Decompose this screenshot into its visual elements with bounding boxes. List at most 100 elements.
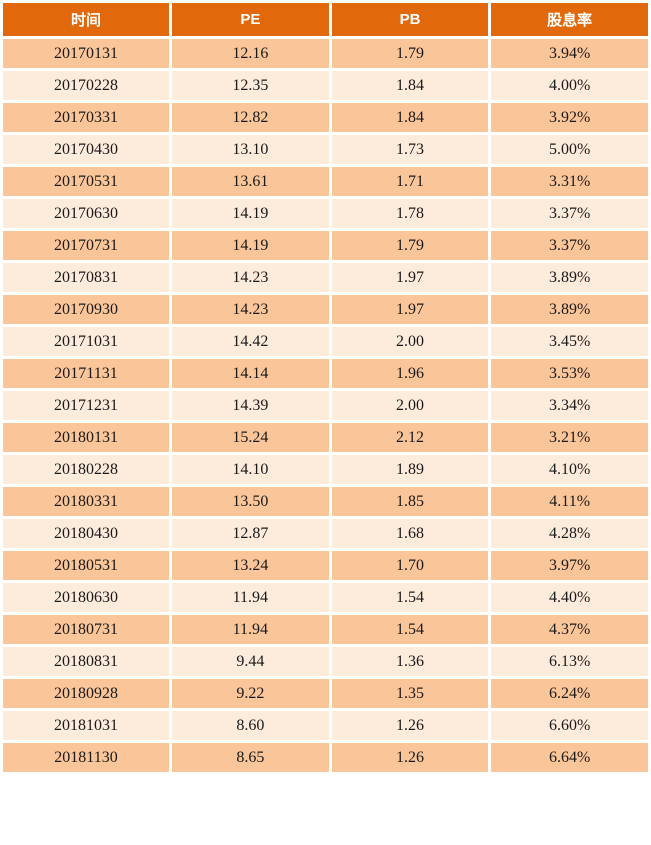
cell-time: 20181130 xyxy=(3,743,169,772)
cell-pe: 14.14 xyxy=(172,359,329,388)
cell-dividend-yield: 3.45% xyxy=(491,327,648,356)
cell-pb: 1.35 xyxy=(331,679,489,708)
table-row: 20170531 13.61 1.71 3.31% xyxy=(3,167,648,196)
table-row: 20180731 11.94 1.54 4.37% xyxy=(3,615,648,644)
table-row: 20180928 9.22 1.35 6.24% xyxy=(3,679,648,708)
cell-time: 20180131 xyxy=(3,423,169,452)
cell-time: 20180731 xyxy=(3,615,169,644)
cell-pe: 8.65 xyxy=(172,743,329,772)
cell-dividend-yield: 6.13% xyxy=(491,647,648,676)
cell-dividend-yield: 3.31% xyxy=(491,167,648,196)
valuation-table: 时间 PE PB 股息率 20170131 12.16 1.79 3.94% 20170… xyxy=(3,3,648,772)
cell-pe: 12.35 xyxy=(172,71,329,100)
cell-pb: 1.36 xyxy=(331,647,489,676)
cell-pb: 1.70 xyxy=(331,551,489,580)
cell-pb: 2.00 xyxy=(331,391,489,420)
table-row: 20180131 15.24 2.12 3.21% xyxy=(3,423,648,452)
cell-time: 20171131 xyxy=(3,359,169,388)
cell-dividend-yield: 3.89% xyxy=(491,263,648,292)
cell-time: 20170930 xyxy=(3,295,169,324)
table-row: 20171031 14.42 2.00 3.45% xyxy=(3,327,648,356)
cell-time: 20171231 xyxy=(3,391,169,420)
cell-dividend-yield: 3.94% xyxy=(491,39,648,68)
cell-pb: 2.12 xyxy=(331,423,489,452)
cell-time: 20170131 xyxy=(3,39,169,68)
cell-pb: 1.26 xyxy=(331,743,489,772)
cell-pe: 14.42 xyxy=(172,327,329,356)
cell-dividend-yield: 3.21% xyxy=(491,423,648,452)
table-row: 20180331 13.50 1.85 4.11% xyxy=(3,487,648,516)
cell-dividend-yield: 3.53% xyxy=(491,359,648,388)
table-row: 20170331 12.82 1.84 3.92% xyxy=(3,103,648,132)
table-row: 20181031 8.60 1.26 6.60% xyxy=(3,711,648,740)
table-row: 20170430 13.10 1.73 5.00% xyxy=(3,135,648,164)
cell-pe: 9.44 xyxy=(172,647,329,676)
cell-time: 20170831 xyxy=(3,263,169,292)
cell-dividend-yield: 4.37% xyxy=(491,615,648,644)
table-row: 20181130 8.65 1.26 6.64% xyxy=(3,743,648,772)
cell-pe: 15.24 xyxy=(172,423,329,452)
column-header-pb: PB xyxy=(331,3,489,36)
cell-pe: 11.94 xyxy=(172,583,329,612)
cell-pb: 1.84 xyxy=(331,71,489,100)
cell-time: 20171031 xyxy=(3,327,169,356)
table-row: 20180228 14.10 1.89 4.10% xyxy=(3,455,648,484)
table-row: 20170930 14.23 1.97 3.89% xyxy=(3,295,648,324)
cell-time: 20180928 xyxy=(3,679,169,708)
cell-pe: 14.19 xyxy=(172,199,329,228)
cell-pe: 13.24 xyxy=(172,551,329,580)
cell-pb: 1.54 xyxy=(331,583,489,612)
cell-dividend-yield: 3.37% xyxy=(491,199,648,228)
cell-pb: 1.97 xyxy=(331,263,489,292)
cell-pb: 1.68 xyxy=(331,519,489,548)
cell-pe: 14.39 xyxy=(172,391,329,420)
cell-dividend-yield: 6.64% xyxy=(491,743,648,772)
cell-dividend-yield: 6.24% xyxy=(491,679,648,708)
cell-dividend-yield: 5.00% xyxy=(491,135,648,164)
cell-pb: 2.00 xyxy=(331,327,489,356)
cell-pe: 12.82 xyxy=(172,103,329,132)
cell-dividend-yield: 3.34% xyxy=(491,391,648,420)
table-row: 20171131 14.14 1.96 3.53% xyxy=(3,359,648,388)
table-row: 20170831 14.23 1.97 3.89% xyxy=(3,263,648,292)
column-header-dividend-yield: 股息率 xyxy=(491,3,648,36)
cell-pe: 14.19 xyxy=(172,231,329,260)
cell-dividend-yield: 4.11% xyxy=(491,487,648,516)
column-header-pe: PE xyxy=(172,3,329,36)
cell-time: 20180331 xyxy=(3,487,169,516)
cell-pe: 8.60 xyxy=(172,711,329,740)
cell-pe: 13.61 xyxy=(172,167,329,196)
cell-pe: 13.50 xyxy=(172,487,329,516)
cell-pb: 1.71 xyxy=(331,167,489,196)
table-row: 20170228 12.35 1.84 4.00% xyxy=(3,71,648,100)
cell-pb: 1.78 xyxy=(331,199,489,228)
table-row: 20170131 12.16 1.79 3.94% xyxy=(3,39,648,68)
cell-pe: 9.22 xyxy=(172,679,329,708)
cell-time: 20170531 xyxy=(3,167,169,196)
cell-dividend-yield: 4.40% xyxy=(491,583,648,612)
cell-time: 20180630 xyxy=(3,583,169,612)
table-row: 20180831 9.44 1.36 6.13% xyxy=(3,647,648,676)
table-row: 20180630 11.94 1.54 4.40% xyxy=(3,583,648,612)
cell-dividend-yield: 4.28% xyxy=(491,519,648,548)
table-row: 20170630 14.19 1.78 3.37% xyxy=(3,199,648,228)
cell-pe: 12.16 xyxy=(172,39,329,68)
cell-pb: 1.73 xyxy=(331,135,489,164)
cell-dividend-yield: 3.92% xyxy=(491,103,648,132)
cell-time: 20170731 xyxy=(3,231,169,260)
table-row: 20170731 14.19 1.79 3.37% xyxy=(3,231,648,260)
table-row: 20180430 12.87 1.68 4.28% xyxy=(3,519,648,548)
cell-dividend-yield: 4.10% xyxy=(491,455,648,484)
cell-pb: 1.54 xyxy=(331,615,489,644)
cell-time: 20170228 xyxy=(3,71,169,100)
cell-pb: 1.79 xyxy=(331,39,489,68)
cell-dividend-yield: 3.89% xyxy=(491,295,648,324)
cell-pb: 1.89 xyxy=(331,455,489,484)
cell-time: 20170331 xyxy=(3,103,169,132)
cell-pe: 11.94 xyxy=(172,615,329,644)
cell-time: 20180430 xyxy=(3,519,169,548)
table-row: 20180531 13.24 1.70 3.97% xyxy=(3,551,648,580)
cell-time: 20180531 xyxy=(3,551,169,580)
cell-dividend-yield: 3.97% xyxy=(491,551,648,580)
column-header-time: 时间 xyxy=(3,3,169,36)
